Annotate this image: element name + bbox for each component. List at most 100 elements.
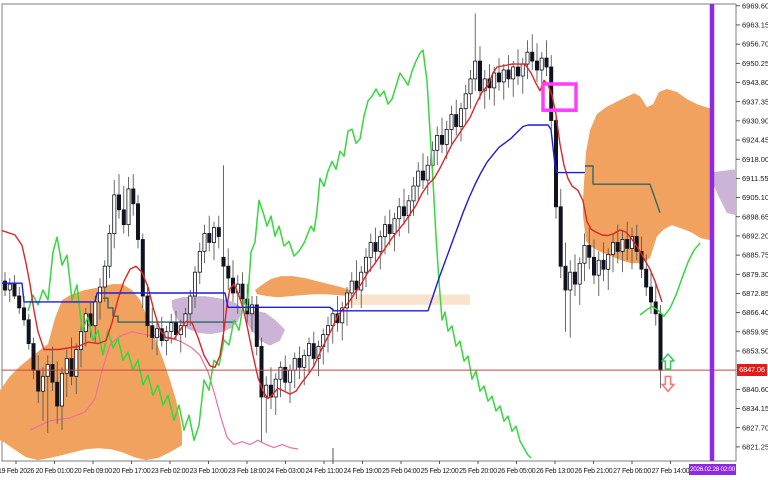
candlestick-bear <box>530 51 535 62</box>
candlestick-bull <box>249 304 254 315</box>
price-tick-label: 6827.70 <box>742 423 768 432</box>
candlestick-bull <box>79 331 84 350</box>
time-tick-label: 20 Feb 09:00 <box>74 468 112 475</box>
candlestick-bull <box>278 366 283 380</box>
candlestick-bull <box>188 295 193 315</box>
candlestick-bull <box>349 280 354 294</box>
candlestick-bear <box>387 224 392 234</box>
price-tick-label: 6937.35 <box>742 97 768 106</box>
candlestick-bull <box>435 134 440 151</box>
tenkan-sen-line <box>1 63 663 400</box>
candlestick-bull <box>492 72 497 89</box>
candlestick-bull <box>501 69 506 83</box>
candlestick-bull <box>368 242 373 258</box>
candlestick-bull <box>582 244 587 264</box>
candlestick-bull <box>202 233 207 252</box>
price-tick-label: 6892.20 <box>742 232 768 241</box>
candlestick-bear <box>36 369 41 392</box>
candlestick-bear <box>544 57 549 68</box>
candlestick-bear <box>173 322 178 336</box>
time-tick-label: 26 Feb 13:00 <box>536 468 574 475</box>
candlestick-bull <box>511 66 516 80</box>
time-tick-label: 27 Feb 06:00 <box>613 468 651 475</box>
price-tick-label: 6963.15 <box>742 21 768 30</box>
candlestick-bull <box>397 206 402 220</box>
price-tick-label: 6943.80 <box>742 78 768 87</box>
kumo-orange-left <box>0 284 182 461</box>
price-tick-label: 6859.95 <box>742 327 768 336</box>
buy-arrow-up-icon[interactable] <box>661 353 675 370</box>
candlestick-bull <box>60 372 65 407</box>
candlestick-bull <box>344 292 349 309</box>
candlestick-bear <box>259 346 264 398</box>
candlestick-bear <box>420 170 425 181</box>
time-tick-label: 23 Feb 02:00 <box>151 468 189 475</box>
candlestick-bull <box>107 233 112 267</box>
time-tick-label: 19 Feb 2026 <box>0 468 34 475</box>
candlestick-bull <box>112 194 117 234</box>
time-tick-label: 25 Feb 20:00 <box>459 468 497 475</box>
candlestick-bull <box>64 357 69 374</box>
candlestick-bear <box>254 304 259 347</box>
time-tick-label: 20 Feb 17:00 <box>113 468 151 475</box>
senkou-teal-right-line <box>585 165 661 213</box>
price-tick-label: 6905.10 <box>742 193 768 202</box>
forward-time-badge: 2026.02.28 02:00 <box>689 464 736 475</box>
candlestick-bear <box>625 239 630 249</box>
candlestick-bear <box>516 66 521 77</box>
price-tick-label: 6853.50 <box>742 347 768 356</box>
price-tick-label: 6911.55 <box>742 174 768 183</box>
candlestick-bull <box>302 354 307 368</box>
candlestick-bull <box>568 271 573 291</box>
candlestick-bull <box>606 253 611 270</box>
candlestick-bear <box>17 295 22 309</box>
candlestick-bear <box>477 60 482 92</box>
price-tick-label: 6885.75 <box>742 251 768 260</box>
candlestick-bear <box>150 325 155 339</box>
candlestick-bear <box>55 381 60 407</box>
candlestick-bear <box>3 280 8 291</box>
chikou-span-right-line <box>639 242 701 317</box>
price-tick-label: 6879.30 <box>742 270 768 279</box>
time-tick-label: 26 Feb 05:00 <box>498 468 536 475</box>
price-tick-label: 6950.25 <box>742 59 768 68</box>
candlestick-bear <box>601 259 606 270</box>
candlestick-bear <box>240 283 245 300</box>
candlestick-bear <box>135 203 140 240</box>
candlestick-bull <box>539 57 544 71</box>
candlestick-bear <box>401 206 406 217</box>
candlestick-bear <box>12 283 17 297</box>
candlestick-bear <box>140 239 145 297</box>
candlestick-bear <box>26 319 31 344</box>
price-tick-label: 6956.70 <box>742 40 768 49</box>
candlestick-bear <box>121 209 126 226</box>
sell-arrow-down-icon[interactable] <box>661 375 675 393</box>
candlestick-bull <box>425 164 430 181</box>
time-tick-label: 27 Feb 14:00 <box>652 468 690 475</box>
candlestick-bear <box>592 256 597 276</box>
candlestick-bull <box>340 307 345 324</box>
candlestick-bull <box>458 108 463 127</box>
price-tick-label: 6872.85 <box>742 289 768 298</box>
chikou-span-line <box>27 49 532 459</box>
price-tick-label: 6924.45 <box>742 136 768 145</box>
price-tick-label: 6918.00 <box>742 155 768 164</box>
candlestick-bull <box>126 188 131 225</box>
candlestick-bear <box>573 271 578 285</box>
candlestick-bull <box>98 286 103 303</box>
candlestick-bear <box>221 256 226 267</box>
candlestick-bull <box>520 63 525 77</box>
kumo-pale-strip <box>345 294 470 305</box>
candlestick-bull <box>169 322 174 333</box>
candlestick-bull <box>525 51 530 65</box>
candlestick-bear <box>117 194 122 211</box>
time-tick-label: 20 Feb 01:00 <box>36 468 74 475</box>
time-tick-label: 24 Feb 11:00 <box>305 468 343 475</box>
candlestick-bear <box>373 242 378 252</box>
candlestick-bull <box>444 129 449 145</box>
highlight-box[interactable] <box>541 82 578 112</box>
kumo-orange-mid <box>255 276 350 298</box>
candlestick-bear <box>226 265 231 279</box>
